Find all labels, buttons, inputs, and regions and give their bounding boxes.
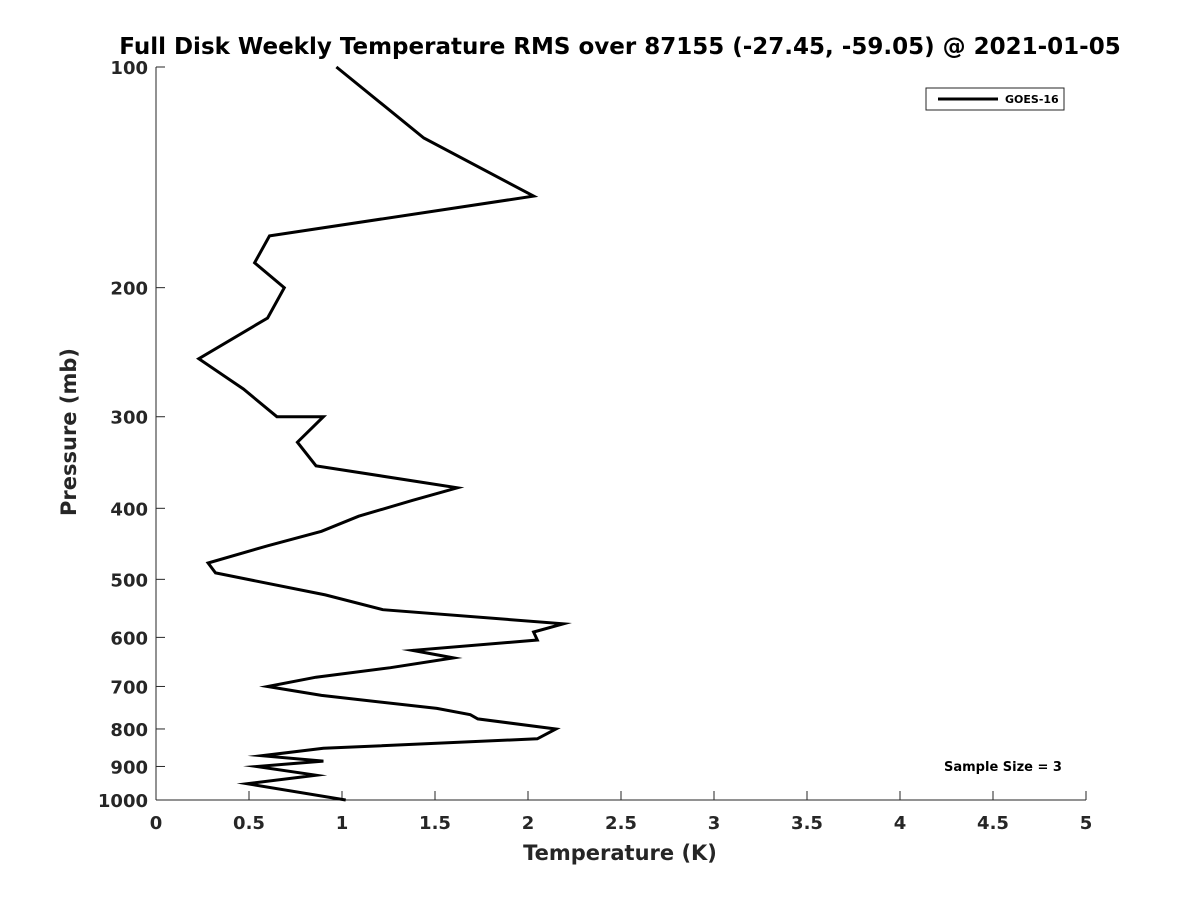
y-axis-label: Pressure (mb) <box>57 348 81 516</box>
y-tick-label: 900 <box>110 757 148 778</box>
sample-size-annotation: Sample Size = 3 <box>944 760 1062 775</box>
x-tick-label: 2.5 <box>605 813 637 834</box>
x-tick-label: 2 <box>522 813 535 834</box>
y-tick-label: 500 <box>110 570 148 591</box>
x-tick-label: 1.5 <box>419 813 451 834</box>
y-tick-label: 600 <box>110 628 148 649</box>
y-tick-label: 300 <box>110 408 148 429</box>
x-axis-label: Temperature (K) <box>523 841 717 865</box>
x-tick-label: 3.5 <box>791 813 823 834</box>
series-layer <box>196 65 572 802</box>
y-tick-label: 100 <box>110 58 148 79</box>
y-tick-label: 700 <box>110 677 148 698</box>
x-tick-label: 4.5 <box>977 813 1009 834</box>
series-line-goes-16 <box>196 65 572 802</box>
legend-label-goes-16: GOES-16 <box>1005 93 1059 106</box>
y-tick-label: 800 <box>110 720 148 741</box>
x-tick-label: 0.5 <box>233 813 265 834</box>
y-tick-label: 1000 <box>98 791 148 812</box>
y-tick-label: 400 <box>110 499 148 520</box>
x-tick-label: 3 <box>708 813 721 834</box>
x-tick-label: 4 <box>894 813 907 834</box>
x-tick-label: 1 <box>336 813 349 834</box>
legend: GOES-16 <box>925 87 1065 111</box>
chart-title: Full Disk Weekly Temperature RMS over 87… <box>119 34 1121 60</box>
plot-area: 0 0.5 1 1.5 2 2.5 3 3.5 4 4.5 5 100 200 300 400 500 600 7… <box>98 58 1092 834</box>
y-tick-label: 200 <box>110 279 148 300</box>
x-tick-label: 5 <box>1080 813 1093 834</box>
x-tick-label: 0 <box>150 813 163 834</box>
